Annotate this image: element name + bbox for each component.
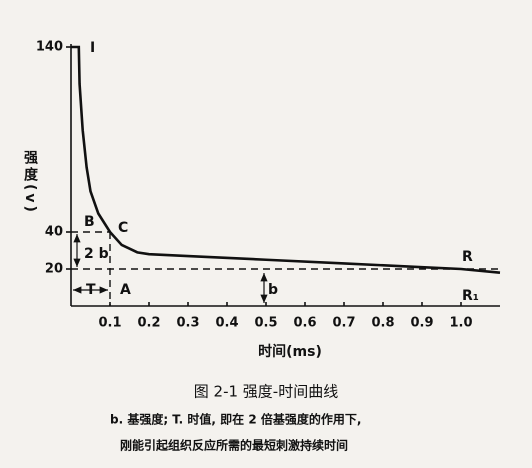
x-tick-label: 0.4: [215, 316, 238, 331]
annotation: B: [84, 214, 95, 230]
annotation: R: [462, 249, 473, 265]
x-tick-label: 0.7: [332, 316, 355, 331]
annotation: R₁: [462, 288, 479, 304]
annotation: T: [86, 282, 96, 298]
y-tick-label: 140: [36, 40, 63, 55]
x-tick-label: 0.3: [176, 316, 199, 331]
curve: [71, 45, 501, 274]
annotation: I: [90, 40, 95, 56]
x-tick-label: 0.9: [410, 316, 433, 331]
y-tick-label: 40: [45, 225, 63, 240]
annotation: 2 b: [84, 246, 109, 262]
x-tick-label: 1.0: [449, 316, 472, 331]
x-tick-label: 0.2: [137, 316, 160, 331]
annotation: b: [268, 282, 278, 298]
annotation: C: [118, 220, 128, 236]
y-axis-label: 强度(v): [22, 150, 38, 215]
x-tick-label: 0.8: [371, 316, 394, 331]
x-tick-label: 0.1: [98, 316, 121, 331]
x-tick-label: 0.5: [254, 316, 277, 331]
note: b. 基强度; T. 时值, 即在 2 倍基强度的作用下,: [110, 412, 361, 427]
x-axis-label: 时间(ms): [258, 343, 322, 360]
x-tick-label: 0.6: [293, 316, 316, 331]
y-tick-label: 20: [45, 262, 63, 277]
note: 刚能引起组织反应所需的最短刺激持续时间: [120, 438, 348, 453]
annotation: A: [120, 282, 131, 298]
caption: 图 2-1 强度-时间曲线: [194, 383, 338, 401]
